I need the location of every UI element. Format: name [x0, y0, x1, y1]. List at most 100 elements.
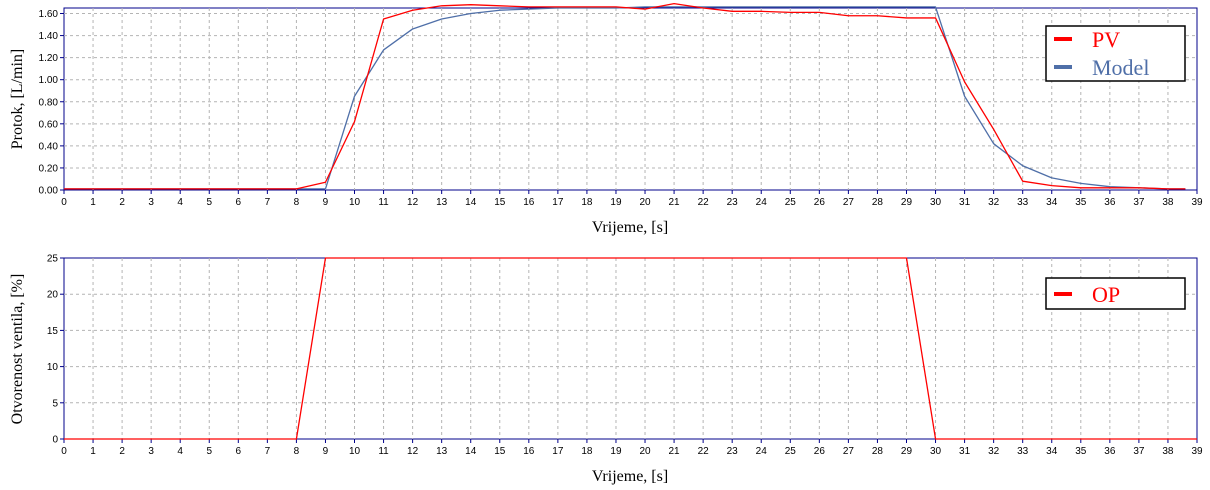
x-axis-title-1: Vrijeme, [s]	[592, 219, 668, 236]
x-tick-label: 15	[494, 197, 506, 208]
x-tick-label: 13	[436, 446, 448, 457]
x-tick-label: 1	[90, 197, 96, 208]
x-tick-label: 36	[1104, 446, 1116, 457]
x-tick-label: 4	[177, 446, 183, 457]
y-tick-label: 1.00	[39, 75, 59, 86]
x-tick-label: 9	[323, 446, 329, 457]
x-tick-label: 6	[236, 197, 242, 208]
y-tick-label: 1.40	[39, 31, 59, 42]
x-tick-label: 17	[552, 197, 564, 208]
series-group-1	[64, 2, 1186, 190]
x-tick-label: 39	[1191, 446, 1203, 457]
plot-area-2	[63, 257, 1198, 440]
x-tick-label: 32	[988, 446, 1000, 457]
x-tick-label: 32	[988, 197, 1000, 208]
x-tick-label: 22	[698, 197, 710, 208]
x-tick-label: 8	[294, 197, 300, 208]
series-group-2	[64, 257, 1197, 440]
x-tick-label: 34	[1046, 197, 1058, 208]
x-tick-label: 24	[756, 197, 768, 208]
x-tick-label: 2	[119, 446, 125, 457]
x-tick-label: 3	[148, 197, 154, 208]
x-tick-label: 13	[436, 197, 448, 208]
y-tick-label: 0.20	[39, 163, 59, 174]
x-tick-label: 23	[727, 446, 739, 457]
x-tick-label: 19	[610, 446, 622, 457]
x-tick-label: 30	[930, 446, 942, 457]
x-axis-title-2: Vrijeme, [s]	[592, 468, 668, 485]
x-tick-label: 7	[265, 446, 271, 457]
y-tick-label: 5	[52, 398, 58, 409]
y-tick-label: 0.40	[39, 141, 59, 152]
y-tick-label: 0.60	[39, 119, 59, 130]
x-tick-labels-1: 0 1 2 3 4 5 6 7 8 9 10 11 12 13 14 15 16 17 18 19 20 21 22 23 24…	[61, 197, 1203, 208]
x-tick-label: 29	[901, 197, 913, 208]
x-tick-label: 31	[959, 197, 971, 208]
x-tick-label: 28	[872, 446, 884, 457]
plot-area-1	[63, 7, 1198, 191]
legend-1: PV Model	[1045, 25, 1186, 82]
series-line-pv	[64, 2, 1186, 190]
x-tick-label: 25	[785, 446, 797, 457]
x-tick-label: 35	[1075, 197, 1087, 208]
x-tick-label: 29	[901, 446, 913, 457]
legend-2: OP	[1045, 277, 1186, 310]
x-tick-label: 16	[523, 446, 535, 457]
legend-label-model: Model	[1092, 55, 1149, 80]
x-tick-label: 34	[1046, 446, 1058, 457]
y-tick-labels-1: 0.00 0.20 0.40 0.60 0.80 1.00 1.20 1.40 1.60	[39, 9, 59, 196]
x-tick-label: 18	[581, 197, 593, 208]
x-tick-label: 0	[61, 446, 67, 457]
x-tick-label: 9	[323, 197, 329, 208]
x-tick-labels-2: 0 1 2 3 4 5 6 7 8 9 10 11 12 13 14 15 16 17 18 19 20 21 22 23 24…	[61, 446, 1203, 457]
x-tick-label: 18	[581, 446, 593, 457]
x-tick-label: 24	[756, 446, 768, 457]
x-tick-label: 27	[843, 197, 855, 208]
legend-label-op: OP	[1092, 282, 1120, 307]
x-tick-label: 10	[349, 446, 361, 457]
x-tick-label: 10	[349, 197, 361, 208]
x-tick-label: 6	[236, 446, 242, 457]
y-tick-label: 0.80	[39, 97, 59, 108]
x-tick-label: 5	[206, 197, 212, 208]
x-tick-label: 11	[378, 197, 389, 208]
x-tick-label: 3	[148, 446, 154, 457]
x-tick-label: 17	[552, 446, 564, 457]
x-tick-label: 0	[61, 197, 67, 208]
y-tick-label: 1.20	[39, 53, 59, 64]
x-tick-label: 12	[407, 197, 419, 208]
x-tick-label: 27	[843, 446, 855, 457]
x-tick-label: 36	[1104, 197, 1116, 208]
y-tick-label: 20	[47, 290, 59, 301]
x-tick-label: 1	[90, 446, 96, 457]
y-tick-label: 15	[47, 326, 59, 337]
x-tick-label: 33	[1017, 446, 1029, 457]
legend-label-pv: PV	[1092, 27, 1120, 52]
x-tick-label: 37	[1133, 197, 1145, 208]
x-tick-label: 23	[727, 197, 739, 208]
x-tick-label: 16	[523, 197, 535, 208]
x-tick-label: 26	[814, 446, 826, 457]
y-tick-labels-2: 0 5 10 15 20 25	[47, 254, 59, 446]
x-tick-label: 22	[698, 446, 710, 457]
legend-box-1	[1045, 25, 1186, 82]
y-tick-label: 0	[52, 435, 58, 446]
x-tick-label: 33	[1017, 197, 1029, 208]
x-tick-label: 7	[265, 197, 271, 208]
x-tick-label: 31	[959, 446, 971, 457]
grid-2	[60, 257, 1198, 443]
x-tick-label: 35	[1075, 446, 1087, 457]
x-tick-label: 14	[465, 197, 477, 208]
x-tick-label: 20	[639, 197, 651, 208]
y-axis-title-2: Otvorenost ventila, [%]	[9, 274, 26, 425]
x-tick-label: 15	[494, 446, 506, 457]
x-tick-label: 38	[1162, 446, 1174, 457]
x-tick-label: 5	[206, 446, 212, 457]
x-tick-label: 30	[930, 197, 942, 208]
y-tick-label: 0.00	[39, 186, 59, 197]
x-tick-label: 11	[378, 446, 389, 457]
x-tick-label: 12	[407, 446, 419, 457]
y-tick-label: 25	[47, 254, 59, 265]
